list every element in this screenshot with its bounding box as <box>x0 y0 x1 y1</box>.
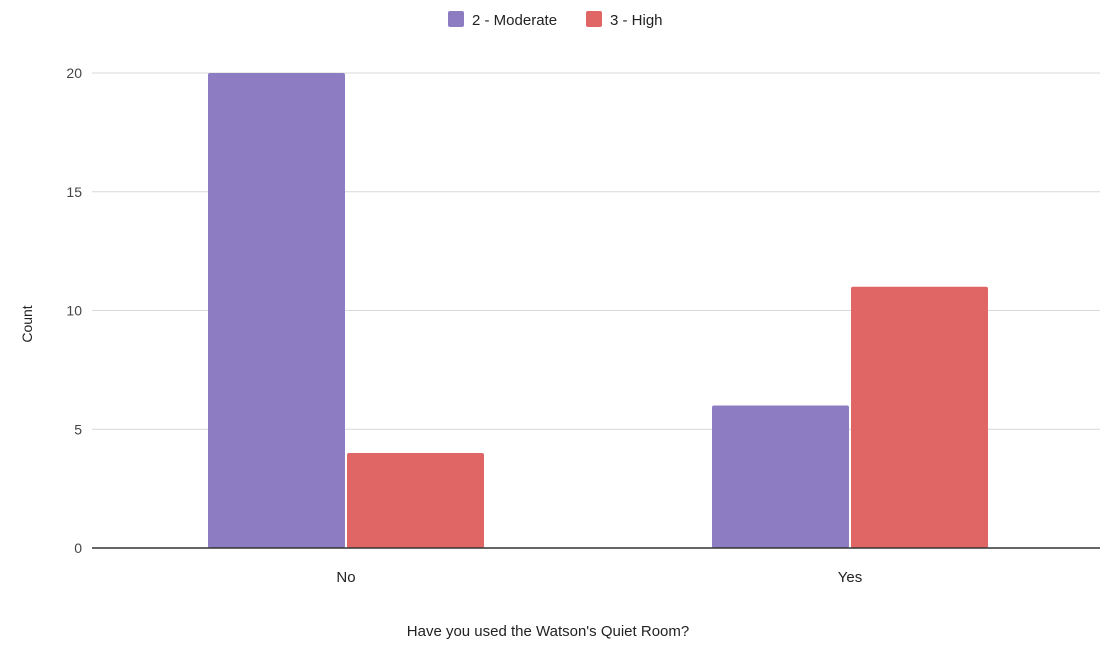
bar-2---moderate-yes <box>712 405 849 548</box>
x-tick-label: Yes <box>838 569 862 586</box>
legend-label: 2 - Moderate <box>472 12 557 29</box>
y-tick-label: 5 <box>74 421 82 437</box>
bar-3---high-yes <box>851 286 988 548</box>
legend: 2 - Moderate 3 - High <box>448 11 663 29</box>
y-tick-label: 15 <box>66 184 82 200</box>
x-axis-label: Have you used the Watson's Quiet Room? <box>407 623 689 640</box>
y-axis-ticks: 0 5 10 15 20 <box>66 65 82 556</box>
y-tick-label: 20 <box>66 65 82 81</box>
x-tick-label: No <box>336 569 355 586</box>
y-tick-label: 0 <box>74 540 82 556</box>
bar-2---moderate-no <box>208 73 345 548</box>
legend-swatch <box>448 11 464 27</box>
y-tick-label: 10 <box>66 303 82 319</box>
bars <box>208 73 988 548</box>
legend-swatch <box>586 11 602 27</box>
bar-3---high-no <box>347 453 484 548</box>
legend-label: 3 - High <box>610 12 663 29</box>
y-axis-label: Count <box>19 305 35 342</box>
x-axis-ticks: No Yes <box>336 569 862 586</box>
